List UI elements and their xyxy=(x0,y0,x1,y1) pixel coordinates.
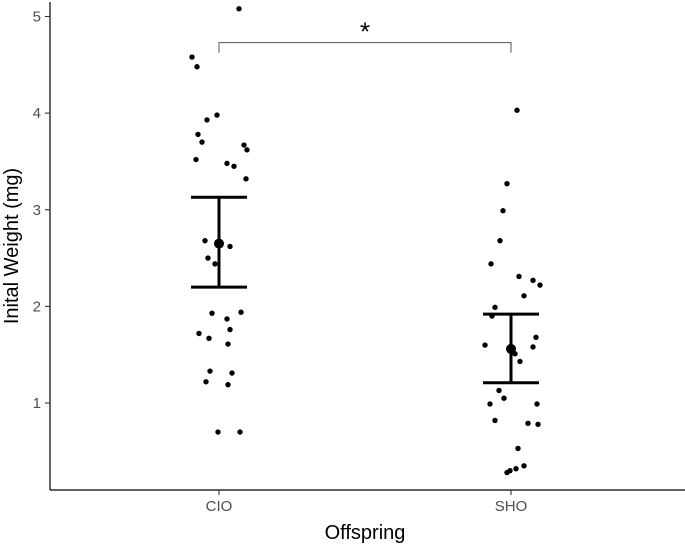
data-point xyxy=(500,208,506,214)
data-point xyxy=(193,156,199,163)
data-point xyxy=(504,469,510,476)
data-point xyxy=(504,180,510,187)
data-point xyxy=(241,142,247,148)
data-points xyxy=(189,6,543,476)
y-tick-label: 4 xyxy=(33,105,41,122)
x-tick-label: SHO xyxy=(495,498,528,515)
data-point xyxy=(227,326,233,333)
data-point xyxy=(225,341,231,347)
x-tick-label: CIO xyxy=(206,498,233,515)
y-tick-label: 3 xyxy=(33,202,41,219)
data-point xyxy=(530,277,536,284)
data-point xyxy=(189,54,195,60)
data-point xyxy=(514,107,520,113)
data-point xyxy=(537,282,543,288)
x-ticks: CIO SHO xyxy=(206,490,528,515)
data-point xyxy=(525,420,531,427)
data-point xyxy=(534,401,540,407)
data-point xyxy=(488,261,494,267)
data-point xyxy=(517,358,523,365)
data-point xyxy=(202,237,208,244)
y-axis: 1 2 3 4 5 xyxy=(33,2,51,490)
data-point xyxy=(496,387,502,394)
data-point xyxy=(501,395,507,401)
x-axis-title: Offspring xyxy=(325,522,406,544)
data-point xyxy=(244,147,250,153)
significance-line xyxy=(218,42,512,53)
data-point xyxy=(243,176,249,182)
y-axis-title: Inital Weight (mg) xyxy=(1,168,23,324)
data-point xyxy=(224,316,230,322)
data-point xyxy=(214,112,220,118)
data-point xyxy=(206,335,212,341)
data-point xyxy=(533,334,539,341)
significance-star: * xyxy=(360,17,370,47)
data-point xyxy=(195,131,201,138)
data-point xyxy=(227,243,233,250)
data-point xyxy=(530,344,536,350)
data-point xyxy=(225,381,231,388)
data-point xyxy=(212,261,218,267)
data-point xyxy=(229,370,235,376)
data-point xyxy=(487,401,493,407)
data-point xyxy=(209,310,215,316)
data-point xyxy=(521,293,527,299)
data-point xyxy=(492,417,498,424)
data-point xyxy=(482,342,488,348)
data-point xyxy=(196,330,202,337)
data-point xyxy=(199,139,205,145)
data-point xyxy=(231,163,237,169)
data-point xyxy=(492,304,498,311)
data-point xyxy=(204,117,210,123)
data-point xyxy=(521,463,527,469)
mean-point xyxy=(214,238,224,249)
data-point xyxy=(207,368,213,374)
y-tick-label: 1 xyxy=(33,395,41,412)
data-point xyxy=(515,445,521,452)
x-axis: CIO SHO xyxy=(50,489,685,515)
data-point xyxy=(237,429,243,435)
y-tick-label: 2 xyxy=(33,298,41,315)
data-point xyxy=(236,6,242,12)
y-tick-label: 5 xyxy=(33,8,41,25)
data-point xyxy=(238,309,244,315)
y-ticks: 1 2 3 4 5 xyxy=(33,8,50,412)
data-point xyxy=(497,237,503,244)
data-point xyxy=(203,379,209,385)
summary-markers xyxy=(191,195,539,385)
data-point xyxy=(513,466,519,472)
mean-point xyxy=(506,343,516,354)
data-point xyxy=(215,429,221,435)
data-point xyxy=(516,273,522,280)
data-point xyxy=(224,160,230,167)
data-point xyxy=(205,255,211,261)
significance-bracket: * xyxy=(218,17,512,53)
data-point xyxy=(194,64,200,70)
data-point xyxy=(535,421,541,427)
